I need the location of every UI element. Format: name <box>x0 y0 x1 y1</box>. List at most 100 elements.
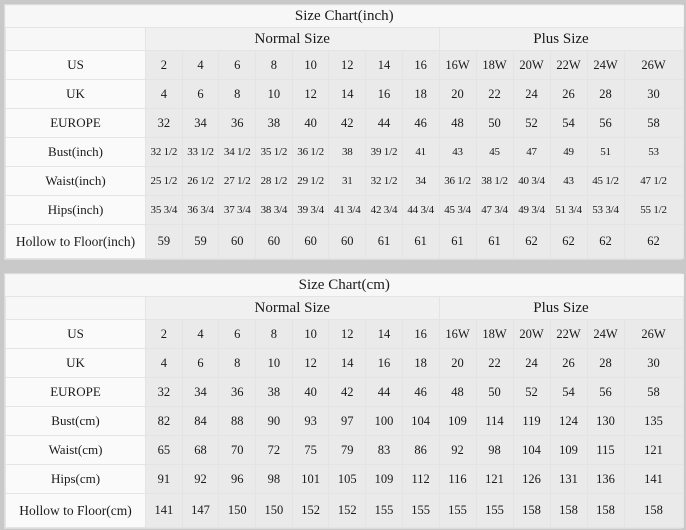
cell-bust-cm-7: 104 <box>401 406 440 436</box>
cell-hollow-cm-2: 150 <box>218 493 257 528</box>
cell-bust-inch-1: 33 1/2 <box>181 137 220 167</box>
cell-uk-inch-12: 28 <box>586 79 625 109</box>
table-row-uk-inch: UK 4 6 8 10 12 14 16 18 20 22 24 26 28 3… <box>5 79 684 109</box>
cell-hollow-inch-2: 60 <box>218 224 257 259</box>
cell-uk-cm-3: 10 <box>255 348 293 378</box>
cell-uk-inch-7: 18 <box>401 79 440 109</box>
group-header-blank-cm <box>5 296 146 320</box>
cell-hollow-cm-8: 155 <box>438 493 477 528</box>
cell-bust-inch-7: 41 <box>401 137 440 167</box>
cell-bust-inch-4: 36 1/2 <box>291 137 330 167</box>
cell-europe-cm-3: 38 <box>255 377 293 407</box>
cell-us-inch-1: 4 <box>181 50 220 80</box>
cell-bust-cm-1: 84 <box>181 406 220 436</box>
cell-uk-cm-4: 12 <box>291 348 330 378</box>
row-label-bust-inch: Bust(inch) <box>5 137 146 167</box>
group-header-plus-size-inch: Plus Size <box>438 27 684 51</box>
cell-uk-cm-5: 14 <box>328 348 367 378</box>
row-label-europe-inch: EUROPE <box>5 108 146 138</box>
cell-hips-inch-10: 49 3/4 <box>512 195 551 225</box>
cell-bust-cm-9: 114 <box>475 406 514 436</box>
cell-bust-inch-12: 51 <box>586 137 625 167</box>
cell-waist-cm-12: 115 <box>586 435 625 465</box>
cell-europe-inch-2: 36 <box>218 108 257 138</box>
cell-hollow-inch-6: 61 <box>365 224 403 259</box>
cell-bust-cm-12: 130 <box>586 406 625 436</box>
cell-europe-inch-0: 32 <box>145 108 183 138</box>
cell-hollow-inch-7: 61 <box>401 224 440 259</box>
cell-uk-inch-8: 20 <box>438 79 477 109</box>
cell-uk-cm-0: 4 <box>145 348 183 378</box>
cell-hollow-inch-5: 60 <box>328 224 367 259</box>
cell-hips-cm-3: 98 <box>255 464 293 494</box>
cell-europe-inch-8: 48 <box>438 108 477 138</box>
cell-europe-inch-7: 46 <box>401 108 440 138</box>
cell-uk-cm-6: 16 <box>365 348 403 378</box>
cell-hips-inch-11: 51 3/4 <box>549 195 588 225</box>
cell-europe-cm-11: 54 <box>549 377 588 407</box>
cell-hips-cm-1: 92 <box>181 464 220 494</box>
cell-waist-cm-6: 83 <box>365 435 403 465</box>
cell-hollow-cm-5: 152 <box>328 493 367 528</box>
cell-europe-inch-6: 44 <box>365 108 403 138</box>
row-label-uk-cm: UK <box>5 348 146 378</box>
row-label-bust-cm: Bust(cm) <box>5 406 146 436</box>
cell-uk-inch-1: 6 <box>181 79 220 109</box>
group-header-normal-size-inch: Normal Size <box>145 27 440 51</box>
cell-hips-inch-13: 55 1/2 <box>623 195 684 225</box>
cell-hips-cm-2: 96 <box>218 464 257 494</box>
cell-us-cm-13: 26W <box>623 319 684 349</box>
size-chart-inch: Size Chart(inch) Normal Size Plus Size U… <box>4 4 684 260</box>
table-row-europe-inch: EUROPE 32 34 36 38 40 42 44 46 48 50 52 … <box>5 108 684 138</box>
table-row-us-cm: US 2 4 6 8 10 12 14 16 16W 18W 20W 22W 2… <box>5 319 684 349</box>
cell-hollow-inch-1: 59 <box>181 224 220 259</box>
cell-hips-cm-13: 141 <box>623 464 684 494</box>
cell-hips-cm-7: 112 <box>401 464 440 494</box>
group-header-normal-size-cm: Normal Size <box>145 296 440 320</box>
cell-hips-cm-4: 101 <box>291 464 330 494</box>
row-label-uk-inch: UK <box>5 79 146 109</box>
cell-bust-inch-6: 39 1/2 <box>365 137 403 167</box>
table-row-uk-cm: UK 4 6 8 10 12 14 16 18 20 22 24 26 28 3… <box>5 348 684 378</box>
row-label-europe-cm: EUROPE <box>5 377 146 407</box>
cell-us-inch-6: 14 <box>365 50 403 80</box>
cell-waist-cm-13: 121 <box>623 435 684 465</box>
cell-us-inch-5: 12 <box>328 50 367 80</box>
cell-us-cm-5: 12 <box>328 319 367 349</box>
size-table-cm: Size Chart(cm) Normal Size Plus Size US … <box>5 274 684 528</box>
cell-uk-inch-10: 24 <box>512 79 551 109</box>
cell-hollow-cm-1: 147 <box>181 493 220 528</box>
cell-hips-cm-9: 121 <box>475 464 514 494</box>
cell-bust-inch-9: 45 <box>475 137 514 167</box>
cell-europe-inch-1: 34 <box>181 108 220 138</box>
cell-uk-cm-9: 22 <box>475 348 514 378</box>
cell-us-cm-9: 18W <box>475 319 514 349</box>
cell-us-cm-2: 6 <box>218 319 257 349</box>
cell-us-inch-12: 24W <box>586 50 625 80</box>
cell-us-cm-1: 4 <box>181 319 220 349</box>
cell-uk-inch-5: 14 <box>328 79 367 109</box>
cell-hips-cm-8: 116 <box>438 464 477 494</box>
cell-uk-cm-1: 6 <box>181 348 220 378</box>
cell-hollow-cm-10: 158 <box>512 493 551 528</box>
cell-europe-cm-1: 34 <box>181 377 220 407</box>
cell-europe-cm-12: 56 <box>586 377 625 407</box>
cell-hollow-cm-12: 158 <box>586 493 625 528</box>
cell-bust-cm-6: 100 <box>365 406 403 436</box>
cell-hips-cm-0: 91 <box>145 464 183 494</box>
chart-title-inch: Size Chart(inch) <box>5 5 684 28</box>
cell-uk-inch-3: 10 <box>255 79 293 109</box>
cell-europe-inch-13: 58 <box>623 108 684 138</box>
cell-bust-cm-5: 97 <box>328 406 367 436</box>
cell-uk-cm-2: 8 <box>218 348 257 378</box>
cell-uk-cm-12: 28 <box>586 348 625 378</box>
cell-europe-inch-10: 52 <box>512 108 551 138</box>
row-label-us-inch: US <box>5 50 146 80</box>
cell-waist-inch-1: 26 1/2 <box>181 166 220 196</box>
cell-hollow-inch-3: 60 <box>255 224 293 259</box>
cell-europe-cm-9: 50 <box>475 377 514 407</box>
cell-hips-inch-3: 38 3/4 <box>255 195 293 225</box>
cell-hollow-inch-10: 62 <box>512 224 551 259</box>
cell-europe-cm-7: 46 <box>401 377 440 407</box>
cell-hips-inch-2: 37 3/4 <box>218 195 257 225</box>
